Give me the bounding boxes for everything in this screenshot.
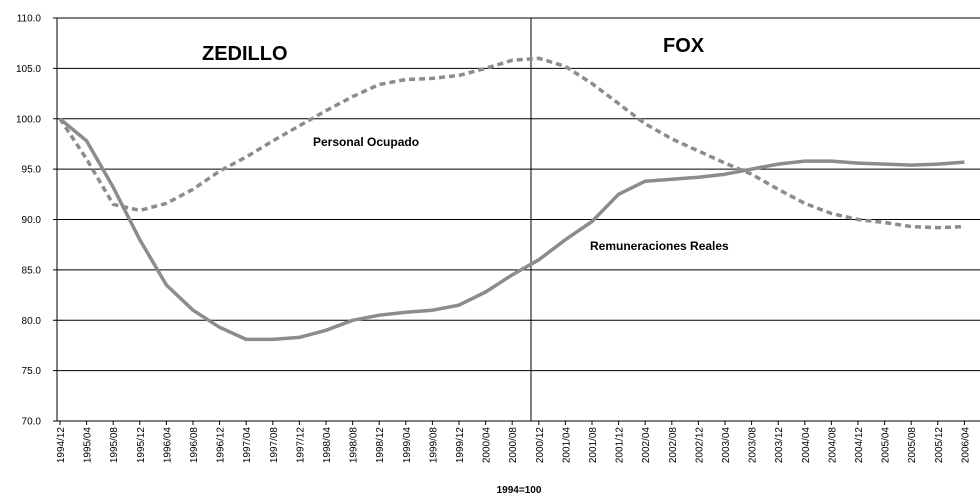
x-tick-label: 2005/04 xyxy=(881,427,892,464)
x-tick-label: 2003/12 xyxy=(774,427,785,464)
line xyxy=(58,56,965,230)
x-tick-label: 1996/12 xyxy=(216,427,227,464)
x-tick-label: 2001/04 xyxy=(561,427,572,464)
series-label: Remuneraciones Reales xyxy=(590,239,729,253)
x-tick-label: 2001/08 xyxy=(588,427,599,464)
x-tick-label: 2000/12 xyxy=(535,427,546,464)
x-tick-label: 2006/04 xyxy=(960,427,971,464)
x-tick-label: 2005/12 xyxy=(934,427,945,464)
x-tick-label: 1997/08 xyxy=(269,427,280,464)
x-tick-label: 1999/04 xyxy=(402,427,413,464)
x-tick-label: 2003/04 xyxy=(721,427,732,464)
y-tick-label: 70.0 xyxy=(22,417,42,428)
x-tick-label: 2004/04 xyxy=(801,427,812,464)
annotation: FOX xyxy=(663,35,705,57)
y-tick-label: 75.0 xyxy=(22,366,42,377)
x-tick-label: 1995/04 xyxy=(83,427,94,464)
y-tick-label: 90.0 xyxy=(22,215,42,226)
x-tick-label: 2005/08 xyxy=(907,427,918,464)
x-tick-label: 2002/12 xyxy=(694,427,705,464)
x-tick-label: 2004/08 xyxy=(827,427,838,464)
x-tick-label: 1998/08 xyxy=(349,427,360,464)
x-tick-label: 1996/08 xyxy=(189,427,200,464)
x-tick-label: 1997/04 xyxy=(242,427,253,464)
x-tick-label: 2001/12 xyxy=(615,427,626,464)
x-tick-label: 1999/08 xyxy=(428,427,439,464)
y-tick-label: 100.0 xyxy=(16,114,41,125)
x-tick-label: 1995/12 xyxy=(136,427,147,464)
x-tick-label: 2003/08 xyxy=(748,427,759,464)
series-label: Personal Ocupado xyxy=(313,135,419,149)
x-tick-label: 2002/04 xyxy=(641,427,652,464)
y-tick-label: 95.0 xyxy=(22,165,42,176)
x-tick-label: 2000/04 xyxy=(482,427,493,464)
x-tick-label: 1998/04 xyxy=(322,427,333,464)
x-tick-label: 1996/04 xyxy=(162,427,173,464)
x-tick-label: 1994/12 xyxy=(56,427,67,464)
x-tick-label: 2000/08 xyxy=(508,427,519,464)
x-tick-label: 1995/08 xyxy=(109,427,120,464)
x-tick-label: 1997/12 xyxy=(295,427,306,464)
y-tick-label: 85.0 xyxy=(22,265,42,276)
line xyxy=(58,117,965,342)
y-tick-label: 110.0 xyxy=(17,14,42,25)
x-tick-label: 2004/12 xyxy=(854,427,865,464)
y-tick-label: 105.0 xyxy=(16,64,41,75)
x-tick-label: 2002/08 xyxy=(668,427,679,464)
y-tick-label: 80.0 xyxy=(22,316,42,327)
annotation: ZEDILLO xyxy=(202,43,288,65)
x-axis-label: 1994=100 xyxy=(497,485,542,496)
x-tick-label: 1999/12 xyxy=(455,427,466,464)
x-tick-label: 1998/12 xyxy=(375,427,386,464)
